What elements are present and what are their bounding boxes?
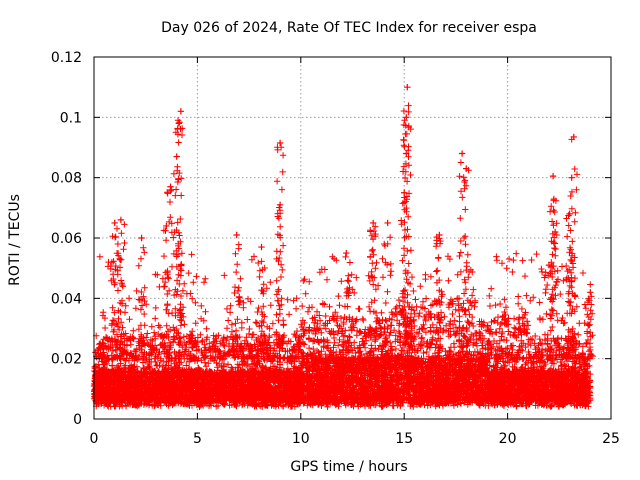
scatter-markers [90, 102, 596, 411]
plot-frame [93, 56, 612, 420]
peak-point [566, 210, 573, 218]
x-tick-label: 5 [193, 431, 202, 447]
peak-point [568, 174, 575, 181]
peak-point [111, 219, 118, 227]
data-points [90, 83, 596, 411]
y-tick-label: 0.1 [60, 110, 82, 126]
peak-point [436, 231, 443, 239]
x-tick-label: 0 [90, 431, 99, 447]
peak-point [233, 231, 240, 239]
peak-point [175, 120, 182, 127]
peak-point [403, 114, 410, 121]
peak-point [163, 222, 170, 230]
x-tick-labels: 0 5 10 15 20 25 [90, 431, 620, 447]
peak-point [97, 340, 104, 347]
y-tick-label: 0.04 [51, 291, 82, 307]
chart-title: Day 026 of 2024, Rate Of TEC Index for r… [161, 20, 537, 36]
peak-point [117, 216, 125, 224]
peak-point [167, 183, 174, 190]
peak-point [276, 201, 284, 209]
y-tick-label: 0.02 [51, 352, 82, 368]
y-tick-label: 0.12 [51, 50, 82, 66]
x-tick-label: 20 [499, 431, 517, 447]
peak-point [545, 261, 553, 269]
peak-point [458, 150, 466, 157]
peak-point [404, 83, 411, 91]
peak-point [276, 139, 284, 147]
x-axis-title: GPS time / hours [290, 459, 407, 475]
x-tick-label: 15 [395, 431, 413, 447]
peak-point [138, 234, 145, 242]
y-tick-label: 0.06 [51, 231, 82, 247]
peak-point [570, 133, 577, 141]
y-tick-label: 0 [73, 412, 82, 428]
y-tick-labels: 0 0.02 0.04 0.06 0.08 0.1 0.12 [51, 50, 82, 428]
peak-point [463, 165, 470, 172]
peak-point [384, 219, 391, 227]
x-tick-label: 25 [602, 431, 620, 447]
peak-point [403, 150, 410, 157]
y-tick-label: 0.08 [51, 171, 82, 187]
peak-point [177, 108, 185, 115]
peak-point [551, 228, 559, 236]
peak-point [258, 243, 265, 251]
y-axis-title: ROTI / TECUs [7, 194, 23, 286]
x-tick-label: 10 [292, 431, 310, 447]
peak-point [401, 189, 408, 196]
peak-point [549, 172, 557, 180]
peak-point [369, 219, 377, 227]
peak-point [343, 249, 350, 257]
peak-point [587, 289, 594, 296]
peak-point [173, 153, 180, 160]
